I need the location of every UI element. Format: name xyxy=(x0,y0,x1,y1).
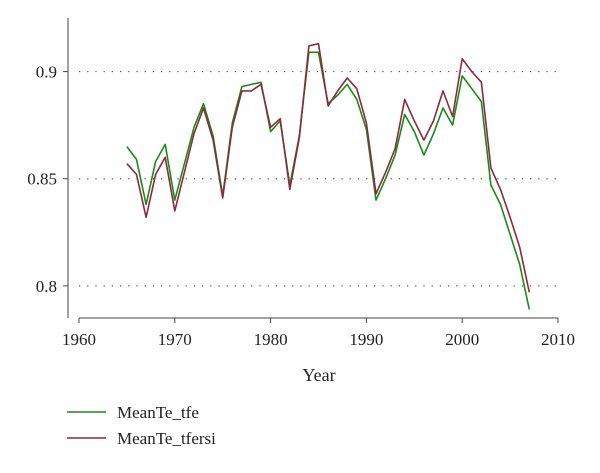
grid-lines xyxy=(79,70,558,287)
y-tick-label: 0.85 xyxy=(27,170,57,189)
x-tick-label: 2010 xyxy=(541,330,575,349)
legend: MeanTe_tfe MeanTe_tfersi xyxy=(67,403,216,448)
x-tick-label: 2000 xyxy=(445,330,479,349)
y-tick-label: 0.8 xyxy=(36,277,57,296)
series-lines xyxy=(126,42,531,310)
y-axis-ticks: 0.8 0.85 0.9 xyxy=(27,63,68,296)
x-tick-label: 1970 xyxy=(158,330,192,349)
x-axis-label: Year xyxy=(302,365,335,385)
x-tick-label: 1980 xyxy=(254,330,288,349)
x-tick-label: 1990 xyxy=(349,330,383,349)
series-line-2 xyxy=(126,42,531,293)
legend-label: MeanTe_tfe xyxy=(117,403,199,422)
x-axis-ticks: 1960 1970 1980 1990 2000 2010 xyxy=(62,318,575,349)
x-tick-label: 1960 xyxy=(62,330,96,349)
series-line-1 xyxy=(126,51,531,310)
y-tick-label: 0.9 xyxy=(36,63,57,82)
legend-label: MeanTe_tfersi xyxy=(117,429,216,448)
axes xyxy=(67,18,558,319)
